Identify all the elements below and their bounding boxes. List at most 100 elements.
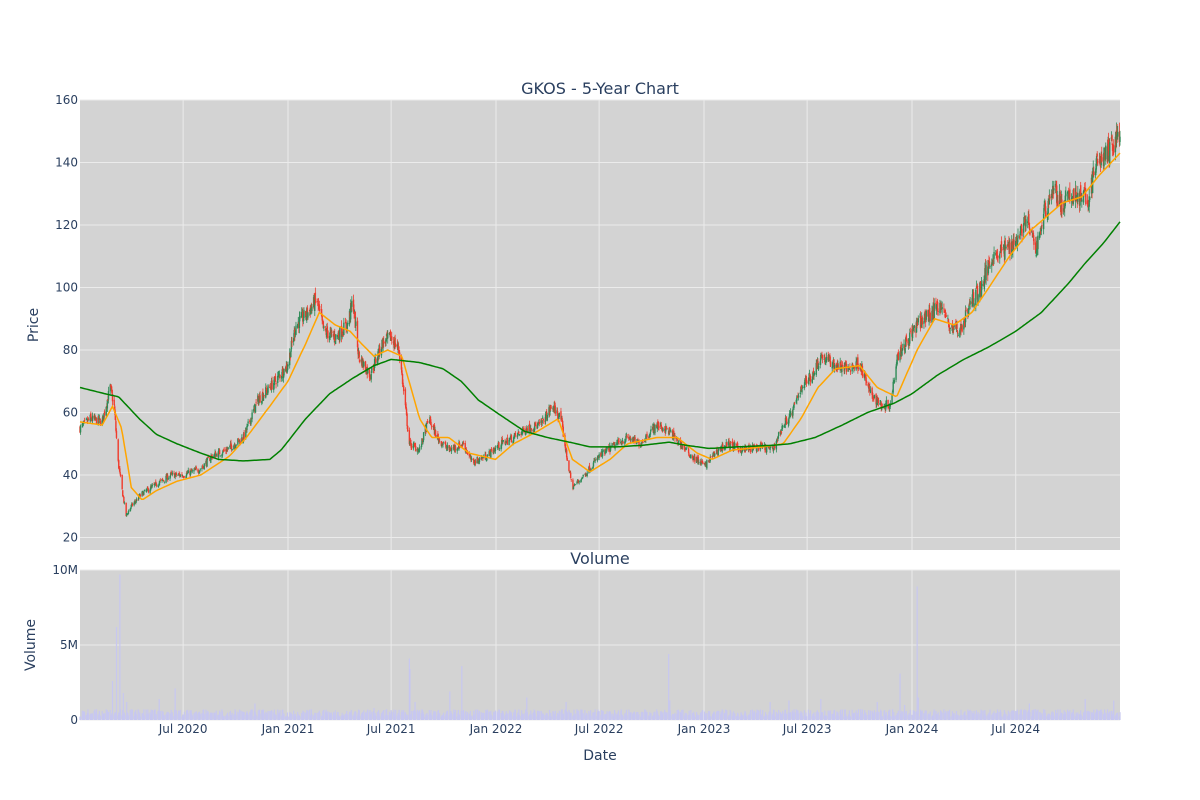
candle-body (299, 315, 301, 319)
candle-body (1117, 132, 1119, 137)
date-x-tick-label: Jan 2022 (469, 722, 523, 736)
long-moving-average-line (79, 221, 1121, 462)
candle-body (808, 377, 810, 385)
volume-bar (407, 714, 409, 720)
candle-body (441, 442, 444, 445)
candle-body (638, 441, 640, 447)
candle-body (514, 432, 517, 436)
candle-body (1085, 193, 1087, 205)
candle-body (1065, 193, 1067, 197)
volume-bar (1073, 713, 1075, 720)
candle-body (352, 299, 355, 312)
volume-bar (588, 711, 590, 720)
volume-bar (454, 709, 457, 720)
candle-body (829, 360, 832, 367)
candle-body (937, 311, 939, 312)
candle-body (1116, 128, 1118, 135)
volume-bar (709, 711, 711, 720)
candle-body (134, 501, 136, 503)
candle-body (286, 363, 288, 370)
candle-body (402, 382, 404, 385)
volume-bar (171, 712, 173, 720)
candle-body (323, 326, 325, 328)
candle-body (197, 469, 199, 472)
candle-body (243, 432, 245, 440)
price-y-tick-label: 80 (63, 343, 78, 357)
volume-bar (415, 711, 417, 720)
candle-body (1019, 231, 1021, 236)
volume-bar (286, 712, 289, 720)
candle-body (841, 365, 843, 373)
candle-body (917, 318, 919, 323)
volume-bar (694, 716, 696, 720)
candle-body (163, 481, 166, 483)
candle-body (115, 421, 117, 431)
volume-bar (825, 715, 828, 720)
candle-body (609, 445, 612, 451)
candle-body (781, 426, 784, 428)
candle-body (129, 508, 131, 512)
volume-bar (477, 709, 479, 720)
candle-body (1109, 142, 1111, 166)
candle-body (712, 452, 714, 457)
candle-body (554, 405, 556, 414)
candle-body (213, 453, 216, 457)
candle-body (382, 338, 384, 348)
chart-title: GKOS - 5-Year Chart (521, 79, 679, 98)
candle-body (500, 445, 502, 450)
candle-body (1020, 226, 1022, 232)
candle-body (449, 448, 452, 451)
volume-bar (869, 710, 871, 720)
candle-body (784, 417, 787, 425)
volume-bar (231, 712, 233, 720)
candle-body (670, 431, 672, 433)
candle-body (1083, 187, 1086, 189)
candle-body (1107, 143, 1109, 161)
candle-body (734, 443, 736, 449)
candle-body (1028, 214, 1030, 225)
volume-bar (1113, 700, 1115, 720)
candle-body (512, 437, 515, 442)
candle-body (871, 393, 874, 399)
volume-bar (385, 709, 388, 720)
volume-bar (1101, 712, 1103, 720)
volume-bar (203, 713, 205, 720)
candle-body (837, 365, 839, 369)
candle-body (334, 333, 336, 342)
date-x-tick-labels: Jul 2020 Jan 2021 Jul 2021 Jan 2022 Jul 2022… (158, 722, 1040, 736)
volume-bar (805, 716, 808, 720)
candle-body (158, 482, 160, 485)
volume-bar (993, 711, 995, 720)
volume-bar (381, 711, 384, 720)
candle-body (1111, 135, 1113, 141)
candle-body (90, 418, 93, 420)
candle-body (497, 447, 499, 449)
candle-body (270, 389, 272, 391)
volume-bar (522, 714, 524, 720)
candle-body (1043, 204, 1045, 211)
candle-body (921, 317, 923, 325)
volume-bar (135, 714, 138, 720)
volume-bar (143, 715, 145, 720)
candle-body (820, 354, 822, 361)
candle-body (275, 382, 277, 385)
candle-body (556, 410, 559, 416)
volume-bar (1001, 716, 1003, 720)
volume-bar (191, 715, 193, 720)
volume-bar (770, 712, 772, 720)
volume-bar (335, 715, 337, 720)
volume-y-tick-label: 5M (60, 638, 78, 652)
candle-body (113, 399, 115, 405)
candle-body (564, 444, 567, 451)
candle-body (1089, 196, 1091, 200)
candle-body (1107, 139, 1110, 151)
candle-body (1086, 200, 1089, 205)
candle-body (1069, 189, 1071, 197)
candle-body (1079, 185, 1082, 195)
volume-bar (1106, 709, 1109, 720)
candle-body (358, 351, 360, 358)
volume-bar (668, 654, 670, 720)
volume-bar (1105, 712, 1107, 720)
candle-body (799, 392, 802, 395)
candle-body (141, 491, 143, 496)
